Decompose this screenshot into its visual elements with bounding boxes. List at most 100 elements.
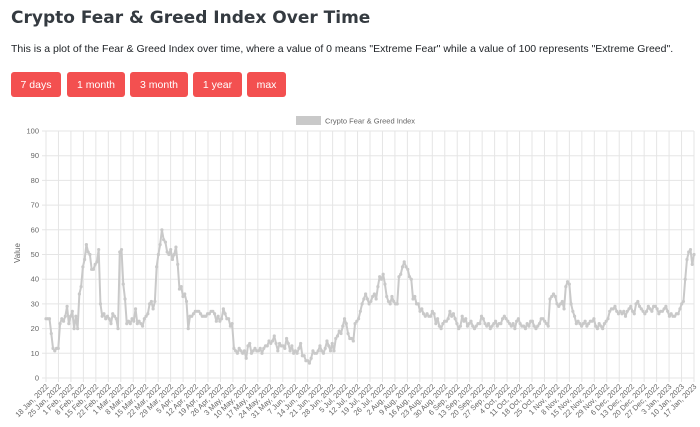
data-point[interactable]	[687, 250, 691, 254]
data-point[interactable]	[516, 317, 520, 321]
data-point[interactable]	[365, 297, 369, 301]
data-point[interactable]	[284, 336, 289, 341]
data-point[interactable]	[158, 243, 162, 247]
data-point[interactable]	[302, 354, 306, 358]
data-point[interactable]	[434, 322, 438, 326]
data-point[interactable]	[669, 312, 673, 316]
data-point[interactable]	[191, 312, 196, 316]
data-point[interactable]	[372, 292, 376, 296]
data-point[interactable]	[170, 257, 175, 262]
data-point[interactable]	[125, 322, 129, 326]
data-point[interactable]	[632, 312, 636, 316]
data-point[interactable]	[63, 314, 67, 318]
data-point[interactable]	[360, 302, 364, 306]
data-point[interactable]	[135, 322, 139, 326]
data-point[interactable]	[281, 344, 285, 348]
data-point[interactable]	[132, 319, 136, 323]
data-point[interactable]	[453, 317, 457, 321]
data-point[interactable]	[181, 294, 185, 299]
data-point[interactable]	[204, 314, 208, 318]
data-point[interactable]	[666, 309, 670, 313]
data-point[interactable]	[530, 319, 535, 323]
data-point[interactable]	[102, 312, 106, 316]
data-point[interactable]	[474, 324, 478, 328]
data-point[interactable]	[341, 324, 345, 328]
data-point[interactable]	[479, 314, 484, 318]
data-point[interactable]	[100, 314, 104, 318]
data-point[interactable]	[61, 319, 66, 323]
data-point[interactable]	[455, 322, 459, 326]
data-point[interactable]	[242, 349, 247, 353]
data-point[interactable]	[413, 294, 417, 299]
data-point[interactable]	[637, 304, 642, 308]
data-point[interactable]	[376, 285, 380, 289]
data-point[interactable]	[541, 317, 545, 321]
data-point[interactable]	[448, 309, 452, 313]
data-point[interactable]	[683, 277, 687, 281]
data-point[interactable]	[548, 297, 552, 301]
data-point[interactable]	[86, 250, 90, 254]
data-point[interactable]	[123, 297, 127, 301]
data-point[interactable]	[169, 247, 173, 252]
data-point[interactable]	[146, 312, 150, 316]
data-point[interactable]	[374, 297, 378, 301]
data-point[interactable]	[685, 257, 689, 262]
data-point[interactable]	[239, 349, 243, 353]
data-point[interactable]	[155, 265, 159, 269]
data-point[interactable]	[660, 309, 664, 313]
data-point[interactable]	[148, 302, 152, 306]
data-point[interactable]	[116, 327, 120, 331]
data-point[interactable]	[601, 327, 605, 331]
data-point[interactable]	[176, 262, 180, 266]
data-point[interactable]	[490, 324, 494, 328]
data-point[interactable]	[381, 272, 385, 276]
data-point[interactable]	[576, 319, 580, 323]
data-point[interactable]	[585, 324, 589, 328]
data-point[interactable]	[163, 240, 168, 244]
data-point[interactable]	[172, 252, 176, 257]
data-point[interactable]	[653, 304, 657, 308]
data-point[interactable]	[458, 324, 463, 328]
data-point[interactable]	[216, 314, 220, 318]
data-point[interactable]	[130, 317, 134, 321]
data-point[interactable]	[253, 346, 257, 350]
data-point[interactable]	[49, 331, 53, 336]
data-point[interactable]	[511, 322, 515, 326]
data-point[interactable]	[504, 317, 508, 321]
data-point[interactable]	[590, 319, 594, 323]
data-point[interactable]	[676, 312, 680, 316]
data-point[interactable]	[265, 344, 269, 348]
data-point[interactable]	[544, 322, 549, 326]
data-point[interactable]	[608, 309, 612, 313]
data-point[interactable]	[451, 312, 456, 316]
data-point[interactable]	[88, 252, 92, 257]
range-button-1-month[interactable]: 1 month	[67, 72, 125, 97]
data-point[interactable]	[198, 312, 203, 316]
data-point[interactable]	[565, 280, 570, 284]
data-point[interactable]	[525, 322, 529, 326]
data-point[interactable]	[634, 302, 638, 306]
data-point[interactable]	[450, 314, 454, 318]
data-point[interactable]	[558, 302, 563, 306]
data-point[interactable]	[98, 302, 103, 306]
data-point[interactable]	[306, 359, 310, 363]
range-button-1-year[interactable]: 1 year	[193, 72, 242, 97]
data-point[interactable]	[327, 344, 331, 348]
data-point[interactable]	[339, 331, 343, 336]
data-point[interactable]	[432, 312, 436, 316]
data-point[interactable]	[486, 322, 491, 326]
data-point[interactable]	[211, 309, 215, 313]
data-point[interactable]	[274, 341, 278, 346]
data-point[interactable]	[212, 312, 217, 316]
data-point[interactable]	[488, 327, 492, 331]
data-point[interactable]	[221, 307, 225, 311]
data-point[interactable]	[76, 327, 80, 331]
data-point[interactable]	[409, 277, 413, 281]
data-point[interactable]	[569, 302, 573, 306]
data-point[interactable]	[421, 312, 426, 316]
data-point[interactable]	[356, 317, 361, 321]
data-point[interactable]	[681, 299, 686, 304]
data-point[interactable]	[425, 312, 429, 316]
data-point[interactable]	[51, 346, 55, 350]
data-point[interactable]	[402, 260, 406, 264]
